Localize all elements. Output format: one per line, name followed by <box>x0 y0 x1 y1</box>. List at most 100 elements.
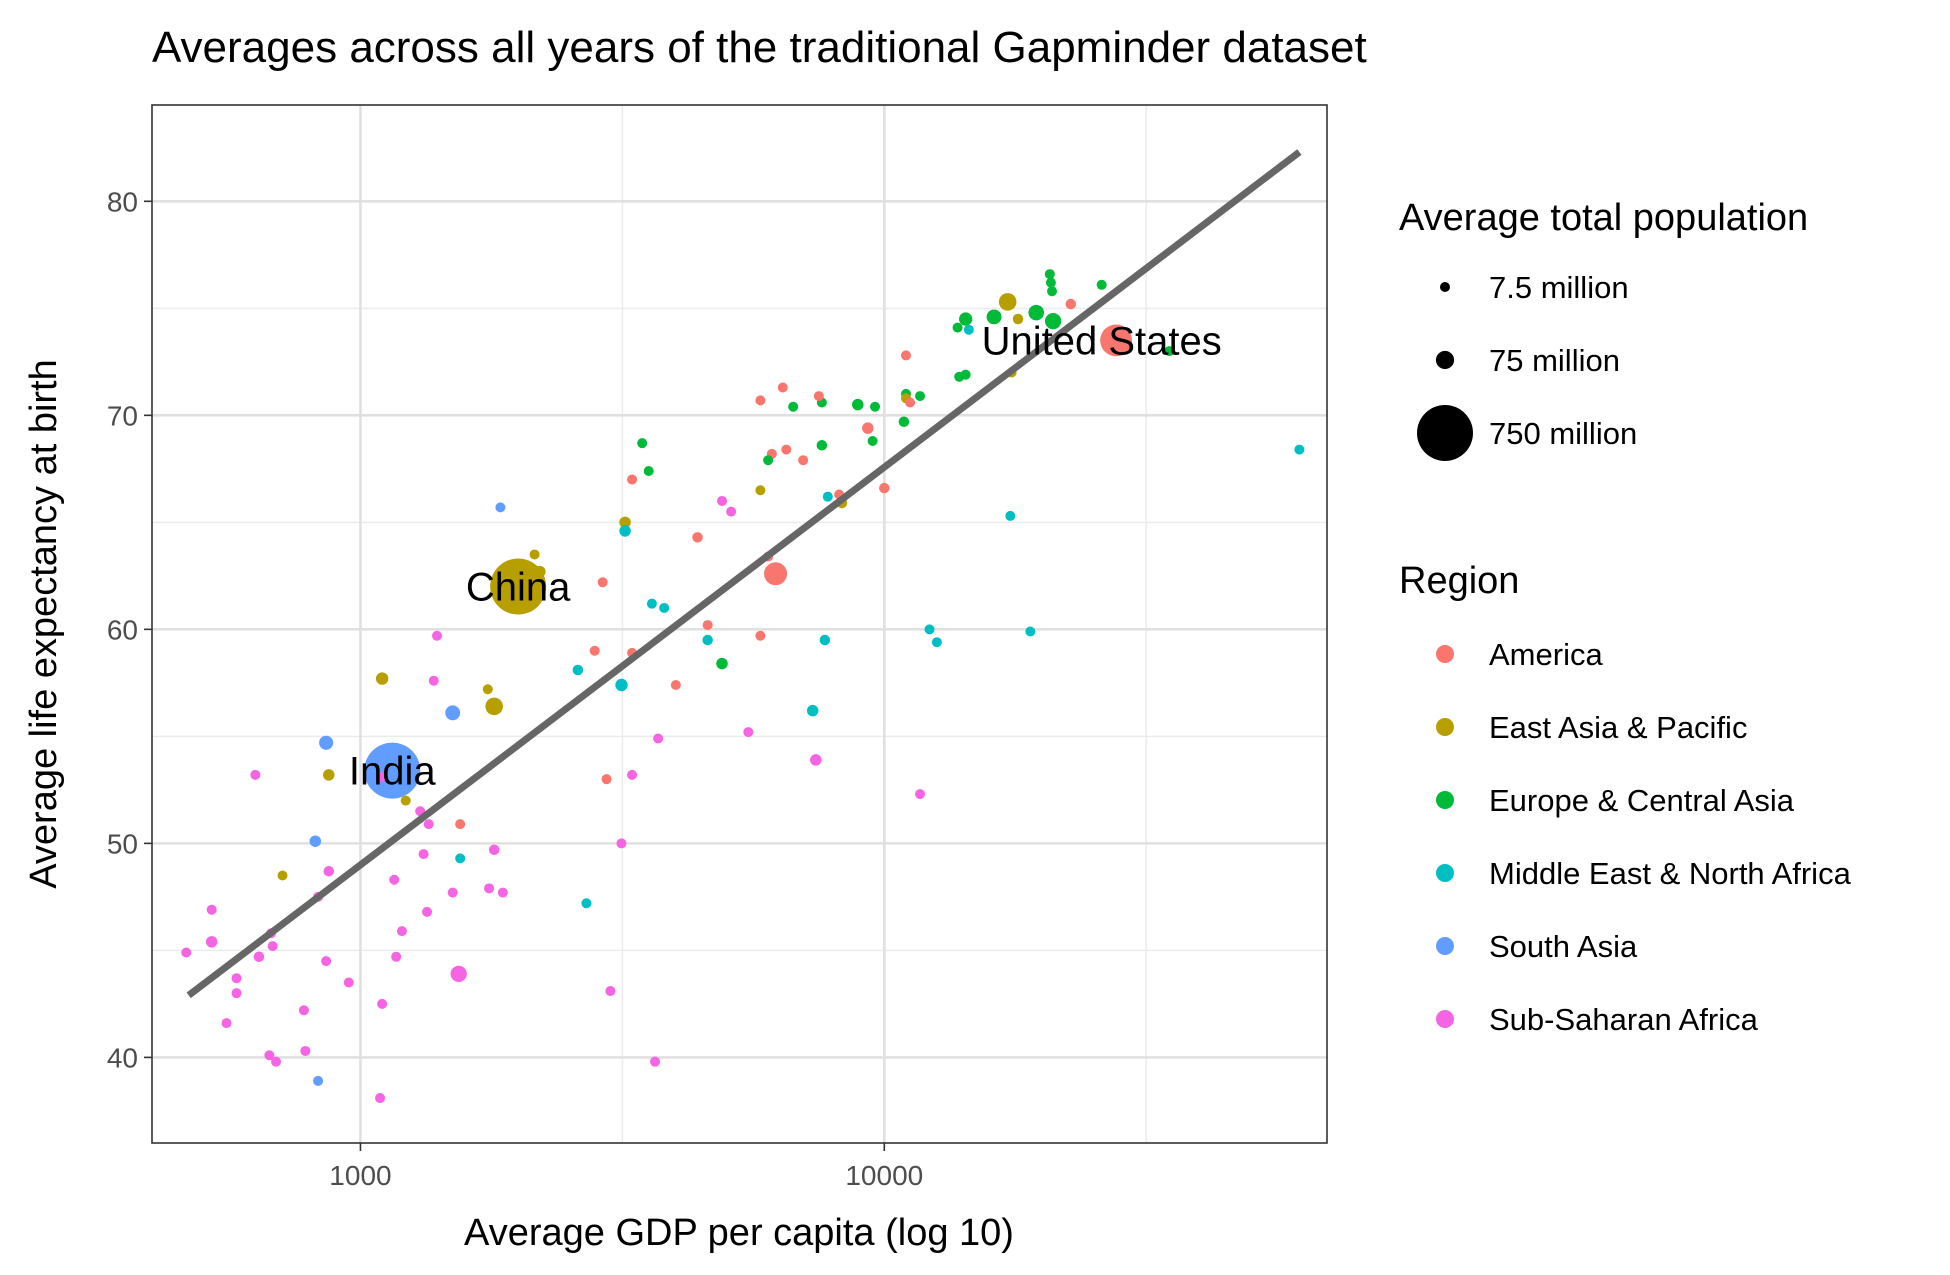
y-tick-label: 40 <box>107 1042 138 1073</box>
x-axis: 1000 10000 <box>329 1143 923 1191</box>
data-point <box>396 926 407 937</box>
data-point <box>959 312 973 326</box>
data-point <box>422 906 433 917</box>
data-point <box>819 634 831 646</box>
data-point <box>601 774 612 785</box>
data-point <box>484 883 495 894</box>
data-point <box>445 705 461 721</box>
data-point <box>181 947 192 958</box>
data-point <box>852 398 864 411</box>
data-point <box>726 506 737 517</box>
data-point <box>670 679 681 690</box>
data-point <box>267 941 278 952</box>
color-legend-label: Europe & Central Asia <box>1489 783 1795 818</box>
data-point <box>952 322 963 333</box>
color-legend-key <box>1436 645 1454 663</box>
size-legend: Average total population 7.5 million 75 m… <box>1399 197 1808 461</box>
data-point <box>572 664 584 676</box>
color-legend-label: Sub-Saharan Africa <box>1489 1002 1759 1037</box>
data-point <box>447 887 458 898</box>
data-point <box>717 495 728 506</box>
data-point <box>963 324 974 335</box>
color-legend-key <box>1436 937 1454 955</box>
annotation-label: United States <box>982 319 1222 363</box>
data-point <box>323 865 335 877</box>
data-point <box>253 951 265 963</box>
data-point <box>490 558 547 615</box>
data-point <box>375 1093 386 1104</box>
data-point <box>605 986 616 997</box>
data-point <box>581 898 592 909</box>
data-point <box>455 819 466 830</box>
annotation-label: India <box>349 750 436 794</box>
plot-border <box>151 104 1328 1144</box>
data-point <box>998 293 1017 311</box>
data-point <box>300 1045 311 1056</box>
data-point <box>1005 510 1016 521</box>
data-point <box>627 474 638 485</box>
data-point <box>497 887 508 898</box>
size-legend-label: 75 million <box>1489 343 1620 378</box>
data-point <box>277 870 288 881</box>
color-legend-label: East Asia & Pacific <box>1489 710 1747 745</box>
data-point <box>924 624 935 635</box>
data-point <box>659 602 670 613</box>
data-point <box>597 577 608 588</box>
annotation-label: China <box>466 566 571 610</box>
data-point <box>1044 313 1062 330</box>
data-point <box>810 754 822 766</box>
data-point <box>637 438 648 449</box>
data-point <box>755 485 766 496</box>
data-point <box>619 525 631 537</box>
data-point <box>822 491 833 502</box>
data-point <box>1012 313 1024 325</box>
x-tick-label: 1000 <box>329 1160 391 1191</box>
data-point <box>915 391 926 402</box>
data-point <box>643 465 654 476</box>
data-point <box>321 956 332 967</box>
data-point <box>221 1018 232 1029</box>
data-point <box>534 565 546 578</box>
data-point <box>816 440 828 451</box>
data-point <box>264 1050 275 1061</box>
chart-title: Averages across all years of the traditi… <box>152 23 1367 72</box>
data-point <box>1028 304 1045 321</box>
annotations: China India United States <box>349 319 1222 793</box>
data-point <box>879 482 890 494</box>
data-point <box>589 645 600 656</box>
data-points <box>181 269 1305 1104</box>
data-point <box>764 562 788 586</box>
data-point <box>615 678 628 692</box>
color-legend-label: Middle East & North Africa <box>1489 856 1852 891</box>
data-point <box>763 455 774 466</box>
color-legend-key <box>1436 718 1454 736</box>
data-point <box>391 951 402 962</box>
data-point <box>364 742 421 799</box>
data-point <box>205 936 218 948</box>
color-legend-title: Region <box>1399 560 1519 602</box>
data-point <box>482 684 493 695</box>
data-point <box>777 382 788 393</box>
data-point <box>788 401 799 412</box>
data-point <box>495 502 506 513</box>
data-point <box>323 769 335 781</box>
data-point <box>428 675 439 686</box>
grid <box>152 105 1327 1143</box>
data-point <box>400 795 411 806</box>
data-point <box>646 598 657 609</box>
data-point <box>653 733 664 744</box>
data-point <box>755 395 766 406</box>
color-legend-key <box>1436 864 1454 882</box>
data-point <box>1096 279 1107 290</box>
trend-line <box>186 149 1302 999</box>
data-point <box>313 1075 324 1086</box>
y-tick-label: 60 <box>107 614 138 645</box>
data-point <box>1100 324 1133 357</box>
size-legend-key <box>1417 405 1473 461</box>
size-legend-key <box>1440 282 1450 292</box>
data-point <box>954 371 965 382</box>
color-legend-label: South Asia <box>1489 929 1638 964</box>
data-point <box>1045 277 1056 288</box>
y-tick-label: 50 <box>107 828 138 859</box>
